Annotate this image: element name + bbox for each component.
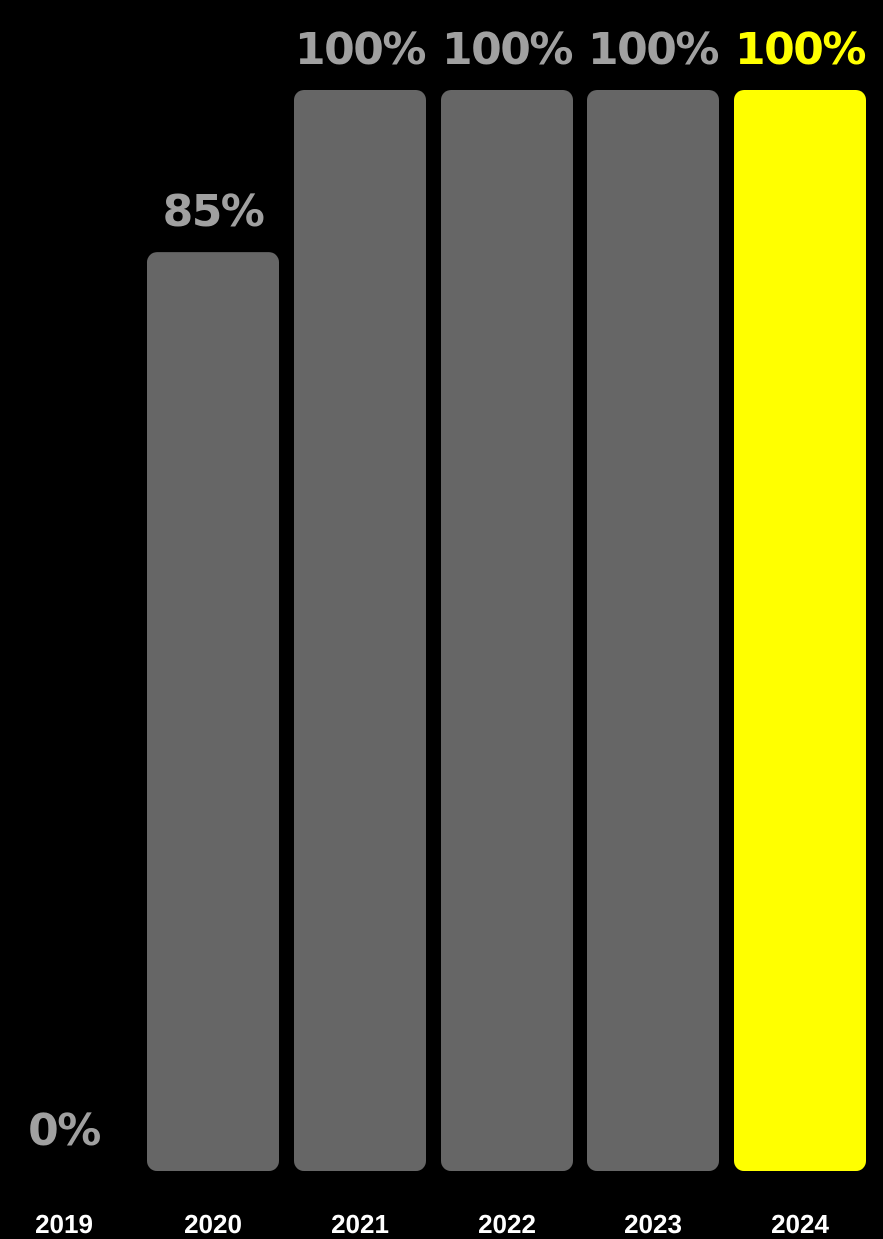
value-labels-group: 0% 85% 100% 100% 100% 100% [28, 24, 867, 1156]
value-label-2022: 100% [442, 24, 572, 75]
value-label-2019: 0% [28, 1105, 100, 1156]
bar-2023 [587, 90, 719, 1171]
bar-2020 [147, 252, 279, 1171]
bar-2024 [734, 90, 866, 1171]
year-label-2024: 2024 [771, 1209, 829, 1239]
year-label-2020: 2020 [184, 1209, 242, 1239]
value-label-2021: 100% [295, 24, 425, 75]
bar-2022 [441, 90, 573, 1171]
bars-group [147, 90, 866, 1171]
value-label-2020: 85% [163, 186, 264, 237]
year-label-2021: 2021 [331, 1209, 389, 1239]
value-label-2024: 100% [735, 24, 865, 75]
year-label-2022: 2022 [478, 1209, 536, 1239]
value-label-2023: 100% [588, 24, 718, 75]
year-labels-group: 2019 2020 2021 2022 2023 2024 [35, 1209, 829, 1239]
year-label-2019: 2019 [35, 1209, 93, 1239]
bar-2021 [294, 90, 426, 1171]
year-label-2023: 2023 [624, 1209, 682, 1239]
